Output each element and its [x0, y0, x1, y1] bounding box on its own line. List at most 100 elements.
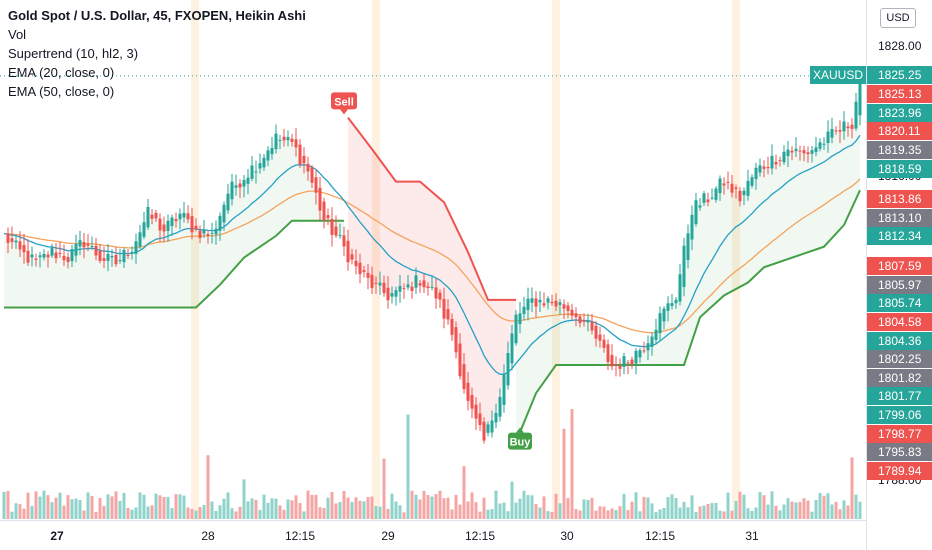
candle-body[interactable] [62, 255, 66, 261]
candle-body[interactable] [686, 233, 690, 260]
candle-body[interactable] [738, 190, 742, 202]
candle-body[interactable] [442, 299, 446, 319]
candle-body[interactable] [382, 282, 386, 293]
candle-body[interactable] [498, 396, 502, 417]
candle-body[interactable] [54, 252, 58, 259]
candle-body[interactable] [162, 224, 166, 232]
currency-button[interactable]: USD [880, 8, 916, 28]
candle-body[interactable] [122, 250, 126, 263]
candle-body[interactable] [322, 201, 326, 220]
candle-body[interactable] [550, 301, 554, 304]
candle-body[interactable] [422, 280, 426, 288]
candle-body[interactable] [398, 285, 402, 292]
candle-body[interactable] [198, 230, 202, 239]
candle-body[interactable] [594, 325, 598, 339]
candle-body[interactable] [314, 177, 318, 193]
candle-body[interactable] [406, 284, 410, 288]
candle-body[interactable] [754, 167, 758, 180]
candle-body[interactable] [602, 339, 606, 348]
candle-body[interactable] [178, 213, 182, 220]
candle-body[interactable] [82, 241, 86, 248]
candle-body[interactable] [598, 334, 602, 341]
candle-body[interactable] [430, 286, 434, 288]
candle-body[interactable] [466, 382, 470, 401]
candle-body[interactable] [642, 350, 646, 352]
candle-body[interactable] [102, 258, 106, 261]
candle-body[interactable] [842, 121, 846, 132]
candle-body[interactable] [22, 244, 26, 253]
candle-body[interactable] [762, 166, 766, 169]
legend-ema50[interactable]: EMA (50, close, 0) [8, 84, 115, 99]
candle-body[interactable] [582, 320, 586, 323]
candle-body[interactable] [18, 241, 22, 250]
candle-body[interactable] [146, 206, 150, 228]
candle-body[interactable] [722, 183, 726, 186]
candle-body[interactable] [418, 283, 422, 286]
candle-body[interactable] [318, 187, 322, 211]
candle-body[interactable] [746, 180, 750, 196]
candle-body[interactable] [14, 240, 18, 243]
legend-symbol-title[interactable]: Gold Spot / U.S. Dollar, 45, FXOPEN, Hei… [8, 8, 306, 23]
candle-body[interactable] [66, 256, 70, 262]
candle-body[interactable] [618, 365, 622, 369]
candle-body[interactable] [450, 318, 454, 335]
candle-body[interactable] [242, 179, 246, 187]
legend-ema20[interactable]: EMA (20, close, 0) [8, 65, 115, 80]
candle-body[interactable] [114, 254, 118, 265]
candle-body[interactable] [226, 193, 230, 211]
candle-body[interactable] [310, 167, 314, 183]
candle-body[interactable] [106, 253, 110, 261]
candle-body[interactable] [426, 286, 430, 289]
candle-body[interactable] [750, 177, 754, 186]
candle-body[interactable] [222, 204, 226, 223]
candle-body[interactable] [806, 152, 810, 155]
candle-body[interactable] [626, 362, 630, 364]
candle-body[interactable] [6, 233, 10, 243]
candle-body[interactable] [58, 252, 62, 254]
candle-body[interactable] [758, 165, 762, 173]
candle-body[interactable] [230, 181, 234, 200]
candle-body[interactable] [734, 187, 738, 189]
candle-body[interactable] [30, 254, 34, 258]
candle-body[interactable] [290, 138, 294, 142]
candle-body[interactable] [574, 313, 578, 318]
candle-body[interactable] [186, 213, 190, 220]
candle-body[interactable] [454, 327, 458, 353]
candle-body[interactable] [614, 364, 618, 366]
candle-body[interactable] [670, 303, 674, 306]
candle-body[interactable] [794, 148, 798, 152]
candle-body[interactable] [378, 282, 382, 286]
candle-body[interactable] [42, 253, 46, 258]
candle-body[interactable] [730, 183, 734, 193]
candle-body[interactable] [98, 250, 102, 261]
candle-body[interactable] [234, 185, 238, 188]
candle-body[interactable] [334, 226, 338, 236]
candle-body[interactable] [370, 274, 374, 289]
candle-body[interactable] [838, 130, 842, 132]
candle-body[interactable] [214, 228, 218, 235]
candle-body[interactable] [458, 343, 462, 377]
candle-body[interactable] [570, 309, 574, 316]
candle-body[interactable] [718, 178, 722, 194]
candle-body[interactable] [690, 214, 694, 240]
candle-body[interactable] [126, 255, 130, 257]
candle-body[interactable] [494, 412, 498, 423]
candle-body[interactable] [254, 171, 258, 173]
candle-body[interactable] [590, 321, 594, 331]
candle-body[interactable] [250, 165, 254, 179]
candle-body[interactable] [846, 126, 850, 129]
candle-body[interactable] [482, 421, 486, 441]
candle-body[interactable] [190, 216, 194, 233]
candle-body[interactable] [134, 241, 138, 254]
candle-body[interactable] [70, 249, 74, 262]
candle-body[interactable] [646, 343, 650, 351]
candle-body[interactable] [410, 286, 414, 291]
candle-body[interactable] [586, 320, 590, 323]
candle-body[interactable] [470, 394, 474, 409]
candle-body[interactable] [742, 190, 746, 196]
candle-body[interactable] [858, 80, 862, 116]
candle-body[interactable] [438, 292, 442, 300]
candle-body[interactable] [554, 300, 558, 307]
candle-body[interactable] [462, 364, 466, 390]
